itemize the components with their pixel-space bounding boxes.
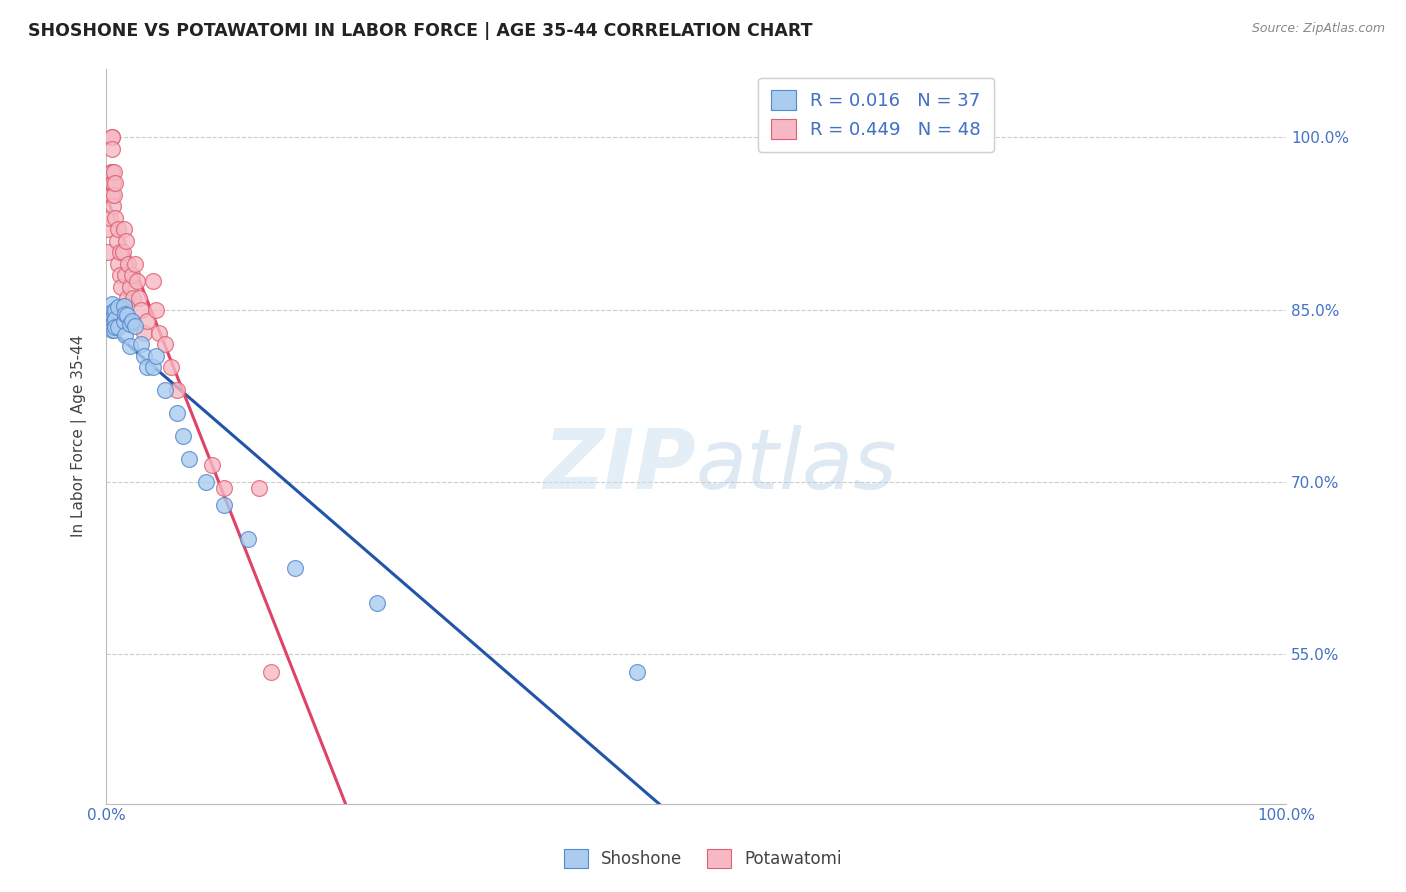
Point xyxy=(98,211,121,225)
Point xyxy=(111,245,134,260)
Point xyxy=(97,245,120,260)
Point xyxy=(118,279,141,293)
Point xyxy=(103,187,125,202)
Point xyxy=(103,314,125,328)
Text: atlas: atlas xyxy=(696,425,897,506)
Point xyxy=(212,481,235,495)
Point xyxy=(107,222,129,236)
Point xyxy=(118,317,141,331)
Point xyxy=(108,268,131,283)
Point xyxy=(115,291,138,305)
Point xyxy=(104,177,127,191)
Point xyxy=(97,222,120,236)
Point xyxy=(101,130,124,145)
Legend: Shoshone, Potawatomi: Shoshone, Potawatomi xyxy=(558,843,848,875)
Point xyxy=(103,165,125,179)
Point xyxy=(104,320,127,334)
Point xyxy=(131,337,153,351)
Point xyxy=(166,383,188,397)
Point xyxy=(195,475,218,489)
Point xyxy=(101,305,124,319)
Text: Source: ZipAtlas.com: Source: ZipAtlas.com xyxy=(1251,22,1385,36)
Point xyxy=(101,317,124,331)
Y-axis label: In Labor Force | Age 35-44: In Labor Force | Age 35-44 xyxy=(72,334,87,537)
Point xyxy=(114,268,136,283)
Point xyxy=(125,274,148,288)
Point xyxy=(124,257,146,271)
Point xyxy=(101,312,124,326)
Point xyxy=(142,360,165,375)
Point xyxy=(104,312,127,326)
Point xyxy=(101,130,124,145)
Point xyxy=(107,320,129,334)
Point xyxy=(153,337,176,351)
Point xyxy=(105,234,128,248)
Point xyxy=(101,177,124,191)
Point xyxy=(101,323,124,337)
Point xyxy=(366,596,388,610)
Point xyxy=(110,279,132,293)
Point xyxy=(132,349,155,363)
Point xyxy=(118,339,141,353)
Point xyxy=(103,323,125,337)
Point xyxy=(236,533,259,547)
Point xyxy=(201,458,224,472)
Point xyxy=(142,274,165,288)
Point xyxy=(117,257,139,271)
Point xyxy=(122,291,145,305)
Point xyxy=(101,199,124,213)
Point xyxy=(136,360,159,375)
Point xyxy=(115,309,138,323)
Point xyxy=(153,383,176,397)
Point xyxy=(148,326,170,340)
Point xyxy=(136,314,159,328)
Point xyxy=(98,187,121,202)
Point xyxy=(115,234,138,248)
Point xyxy=(172,429,194,443)
Point xyxy=(626,665,648,679)
Point xyxy=(107,257,129,271)
Point xyxy=(166,406,188,420)
Point xyxy=(128,291,150,305)
Point xyxy=(121,268,143,283)
Point xyxy=(100,187,122,202)
Point xyxy=(131,302,153,317)
Point xyxy=(160,360,183,375)
Point xyxy=(212,498,235,512)
Point xyxy=(104,302,127,317)
Point xyxy=(112,299,135,313)
Point xyxy=(284,561,307,575)
Point xyxy=(112,222,135,236)
Point xyxy=(101,297,124,311)
Point xyxy=(108,245,131,260)
Point xyxy=(107,301,129,315)
Point xyxy=(145,302,167,317)
Point xyxy=(247,481,270,495)
Point xyxy=(260,665,283,679)
Legend: R = 0.016   N = 37, R = 0.449   N = 48: R = 0.016 N = 37, R = 0.449 N = 48 xyxy=(758,78,994,152)
Point xyxy=(101,165,124,179)
Point xyxy=(114,328,136,343)
Point xyxy=(104,211,127,225)
Point xyxy=(145,349,167,363)
Point xyxy=(103,306,125,320)
Point xyxy=(100,165,122,179)
Point xyxy=(132,326,155,340)
Text: ZIP: ZIP xyxy=(543,425,696,506)
Point xyxy=(112,314,135,328)
Point xyxy=(101,187,124,202)
Point xyxy=(124,318,146,333)
Point xyxy=(177,452,200,467)
Text: SHOSHONE VS POTAWATOMI IN LABOR FORCE | AGE 35-44 CORRELATION CHART: SHOSHONE VS POTAWATOMI IN LABOR FORCE | … xyxy=(28,22,813,40)
Point xyxy=(121,314,143,328)
Point xyxy=(114,307,136,321)
Point xyxy=(101,142,124,156)
